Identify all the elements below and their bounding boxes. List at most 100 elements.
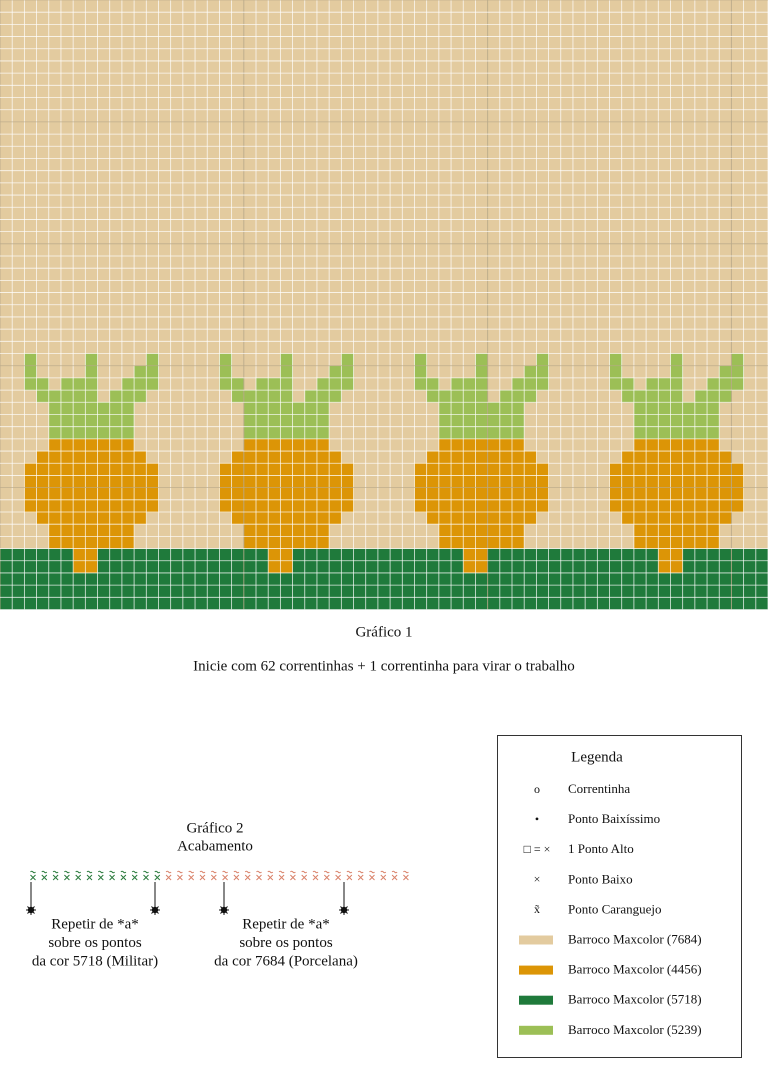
- stitch-cell: [292, 585, 306, 598]
- stitch-cell: [731, 548, 744, 562]
- stitch-cell: [499, 560, 513, 574]
- stitch-cell: [719, 585, 732, 598]
- stitch-cell: [304, 402, 318, 415]
- stitch-cell: [585, 572, 598, 586]
- crab-stitch: [323, 870, 330, 881]
- stitch-cell: [646, 597, 659, 610]
- stitch-cell: [231, 463, 245, 476]
- stitch-cell: [694, 548, 708, 562]
- chart-grid: [0, 0, 768, 610]
- stitch-cell: [304, 572, 318, 586]
- stitch-cell: [219, 365, 232, 379]
- stitch-cell: [487, 426, 501, 440]
- stitch-cell: [451, 426, 464, 440]
- stitch-cell: [609, 353, 623, 367]
- stitch-cell: [719, 365, 732, 379]
- stitch-cell: [121, 414, 135, 427]
- stitch-cell: [280, 548, 293, 562]
- stitch-cell: [85, 560, 98, 574]
- legend-symbol: •: [535, 812, 539, 826]
- stitch-cell: [304, 499, 318, 513]
- stitch-cell: [512, 438, 525, 452]
- stitch-cell: [219, 560, 232, 574]
- stitch-cell: [60, 438, 74, 452]
- stitch-cell: [694, 487, 708, 501]
- stitch-cell: [85, 451, 98, 464]
- stitch-cell: [499, 499, 513, 513]
- stitch-cell: [121, 548, 135, 562]
- crab-stitch: [75, 870, 82, 881]
- stitch-cell: [512, 499, 525, 513]
- stitch-cell: [487, 487, 501, 501]
- stitch-cell: [256, 402, 269, 415]
- crab-stitch: [335, 870, 341, 881]
- stitch-cell: [158, 548, 171, 562]
- stitch-cell: [341, 585, 354, 598]
- stitch-cell: [256, 536, 269, 549]
- stitch-cell: [207, 548, 220, 562]
- stitch-cell: [451, 572, 464, 586]
- stitch-cell: [85, 499, 98, 513]
- stitch-cell: [438, 572, 452, 586]
- legend-label: Ponto Baixo: [568, 871, 633, 886]
- stitch-cell: [475, 438, 488, 452]
- stitch-cell: [146, 572, 159, 586]
- stitch-cell: [438, 585, 452, 598]
- stitch-cell: [451, 414, 464, 427]
- stitch-cell: [316, 390, 330, 403]
- stitch-cell: [707, 377, 720, 391]
- stitch-cell: [487, 560, 501, 574]
- stitch-cell: [0, 548, 13, 562]
- stitch-cell: [304, 524, 318, 537]
- stitch-cell: [633, 475, 647, 488]
- stitch-cell: [24, 585, 37, 598]
- stitch-cell: [633, 512, 647, 525]
- stitch-cell: [512, 585, 525, 598]
- stitch-cell: [109, 585, 123, 598]
- stitch-cell: [707, 560, 720, 574]
- stitch-cell: [707, 463, 720, 476]
- stitch-cell: [731, 597, 744, 610]
- stitch-cell: [256, 451, 269, 464]
- stitch-cell: [609, 475, 623, 488]
- stitch-cell: [390, 585, 403, 598]
- stitch-cell: [60, 487, 74, 501]
- stitch-cell: [512, 377, 525, 391]
- stitch-cell: [329, 475, 342, 488]
- stitch-cell: [60, 548, 74, 562]
- stitch-cell: [109, 402, 123, 415]
- stitch-cell: [134, 463, 147, 476]
- stitch-cell: [682, 451, 696, 464]
- stitch-cell: [426, 475, 440, 488]
- stitch-cell: [24, 572, 37, 586]
- repeat-note: sobre os pontos: [239, 935, 332, 951]
- stitch-cell: [451, 560, 464, 574]
- stitch-cell: [682, 402, 696, 415]
- stitch-cell: [97, 487, 111, 501]
- stitch-cell: [48, 548, 62, 562]
- stitch-cell: [195, 560, 208, 574]
- legend-label: Ponto Caranguejo: [568, 901, 662, 916]
- stitch-cell: [658, 475, 671, 488]
- stitch-cell: [12, 585, 25, 598]
- stitch-cell: [633, 560, 647, 574]
- stitch-cell: [670, 390, 683, 403]
- stitch-cell: [268, 536, 281, 549]
- stitch-cell: [475, 536, 488, 549]
- stitch-cell: [292, 560, 306, 574]
- stitch-cell: [499, 524, 513, 537]
- stitch-cell: [73, 390, 86, 403]
- stitch-cell: [329, 597, 342, 610]
- stitch-cell: [316, 487, 330, 501]
- stitch-cell: [243, 536, 257, 549]
- stitch-cell: [426, 512, 440, 525]
- stitch-cell: [268, 402, 281, 415]
- stitch-cell: [97, 426, 111, 440]
- stitch-cell: [499, 402, 513, 415]
- stitch-cell: [414, 499, 427, 513]
- stitch-cell: [109, 390, 123, 403]
- stitch-cell: [85, 536, 98, 549]
- repeat-marker-star: [154, 909, 159, 914]
- stitch-cell: [158, 572, 171, 586]
- stitch-cell: [682, 512, 696, 525]
